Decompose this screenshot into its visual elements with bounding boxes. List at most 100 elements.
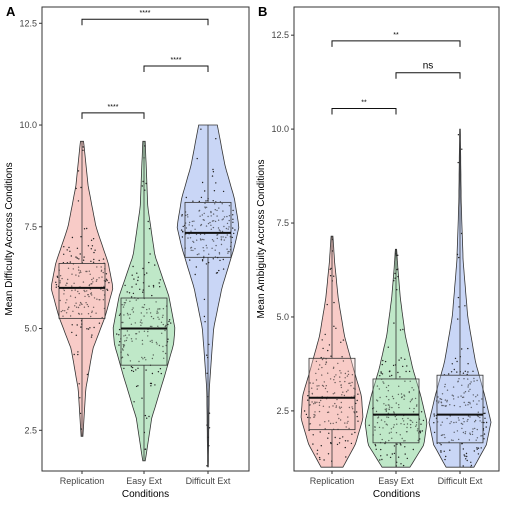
data-point: [385, 408, 388, 410]
data-point: [441, 421, 443, 423]
data-point: [148, 308, 150, 310]
data-point: [201, 259, 204, 261]
data-point: [139, 321, 142, 323]
data-point: [85, 302, 87, 304]
jitter-points: [433, 134, 488, 468]
data-point: [334, 436, 336, 439]
data-point: [433, 415, 435, 417]
data-point: [351, 406, 353, 408]
data-point: [322, 405, 325, 407]
data-point: [78, 269, 80, 271]
jitter-points: [180, 128, 236, 467]
data-point: [225, 227, 228, 230]
data-point: [182, 231, 184, 233]
violin-replication: [50, 140, 114, 437]
data-point: [90, 239, 93, 241]
data-point: [195, 266, 197, 268]
data-point: [450, 421, 452, 423]
data-point: [222, 258, 224, 261]
data-point: [193, 241, 195, 243]
data-point: [191, 220, 193, 223]
data-point: [202, 247, 204, 249]
data-point: [201, 260, 204, 262]
data-point: [453, 404, 456, 407]
data-point: [86, 373, 89, 376]
data-point: [347, 370, 349, 372]
data-point: [420, 423, 422, 425]
data-point: [226, 234, 228, 236]
data-point: [467, 371, 469, 373]
data-point: [207, 215, 209, 218]
data-point: [439, 398, 442, 400]
data-point: [86, 290, 88, 292]
data-point: [356, 415, 358, 418]
data-point: [307, 395, 309, 397]
data-point: [90, 248, 93, 250]
data-point: [317, 368, 320, 370]
data-point: [234, 229, 236, 231]
data-point: [200, 223, 203, 226]
data-point: [463, 392, 465, 394]
data-point: [165, 344, 167, 347]
data-point: [411, 398, 414, 400]
data-point: [122, 321, 124, 324]
data-point: [156, 343, 158, 345]
data-point: [457, 417, 460, 419]
data-point: [333, 392, 336, 394]
data-point: [118, 334, 120, 336]
data-point: [457, 318, 459, 320]
data-point: [66, 299, 68, 301]
data-point: [413, 389, 415, 391]
data-point: [398, 359, 400, 361]
data-point: [465, 458, 467, 460]
data-point: [181, 236, 184, 238]
x-tick-label: Difficult Ext: [438, 476, 483, 486]
data-point: [333, 325, 335, 327]
data-point: [474, 421, 476, 423]
data-point: [400, 444, 402, 446]
data-point: [127, 354, 129, 357]
data-point: [321, 358, 324, 361]
data-point: [340, 386, 343, 389]
data-point: [324, 333, 326, 336]
data-point: [461, 396, 464, 399]
data-point: [70, 255, 73, 257]
data-point: [222, 236, 224, 238]
box: [308, 357, 356, 431]
data-point: [223, 225, 225, 228]
data-point: [330, 442, 332, 445]
data-point: [327, 349, 329, 352]
data-point: [198, 253, 200, 255]
data-point: [223, 239, 225, 241]
data-point: [59, 275, 62, 277]
data-point: [167, 323, 169, 326]
data-point: [152, 354, 154, 356]
data-point: [75, 302, 77, 304]
data-point: [388, 399, 390, 401]
data-point: [339, 437, 341, 440]
data-point: [393, 280, 395, 282]
data-point: [333, 301, 335, 304]
data-point: [407, 417, 409, 420]
data-point: [415, 405, 418, 407]
data-point: [465, 452, 468, 455]
data-point: [66, 249, 68, 251]
data-point: [218, 252, 221, 254]
significance-label: ****: [140, 10, 151, 17]
data-point: [403, 423, 405, 426]
data-point: [130, 366, 133, 368]
data-point: [462, 372, 465, 374]
data-point: [440, 444, 442, 446]
data-point: [222, 190, 225, 193]
data-point: [314, 402, 316, 404]
x-tick-label: Replication: [310, 476, 355, 486]
data-point: [357, 393, 359, 395]
data-point: [441, 393, 444, 395]
data-point: [309, 417, 311, 419]
data-point: [381, 458, 383, 461]
data-point: [384, 408, 386, 410]
data-point: [416, 430, 419, 432]
data-point: [116, 333, 118, 335]
data-point: [388, 404, 390, 406]
data-point: [464, 455, 466, 457]
